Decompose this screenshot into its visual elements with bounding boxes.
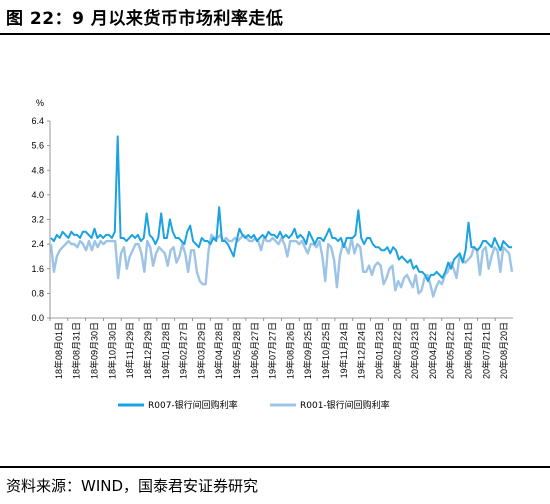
figure-title: 图 22：9 月以来货币市场利率走低 [6, 9, 284, 29]
legend-label-r007: R007-银行间回购利率 [148, 399, 238, 411]
y-tick-label: 5.6 [31, 141, 44, 151]
y-tick-label: 1.6 [31, 264, 44, 274]
series-line-r001 [49, 233, 514, 298]
x-tick-label: 18年08月01日 [53, 322, 64, 379]
y-tick-label: 0.8 [31, 288, 44, 298]
source-note: 资料来源：WIND，国泰君安证券研究 [6, 477, 259, 495]
x-tick-labels: 18年08月01日 18年08月31日 18年09月30日 18年10月30日 18年1… [49, 318, 509, 379]
x-tick-label: 19年03月29日 [195, 322, 206, 379]
line-chart: % 6.45.64.84.03.22.41.60.80.0 18年08月01日 1… [31, 98, 514, 411]
x-tick-label: 19年06月27日 [249, 322, 260, 379]
legend-label-r001: R001-银行间回购利率 [300, 399, 390, 411]
x-tick-label: 19年02月27日 [178, 322, 189, 379]
series-lines [49, 135, 514, 298]
y-tick-label: 4.0 [31, 190, 44, 200]
y-tick-label: 4.8 [31, 165, 44, 175]
x-tick-label: 19年12月24日 [356, 322, 367, 379]
x-tick-label: 18年11月29日 [124, 322, 135, 378]
x-axis: 18年08月01日 18年08月31日 18年09月30日 18年10月30日 18年1… [49, 317, 513, 379]
source-rule [0, 466, 550, 468]
y-tick-label: 0.0 [31, 313, 44, 323]
y-tick-label: 6.4 [31, 116, 44, 126]
y-unit-label: % [36, 98, 44, 108]
series-line-r007 [50, 135, 512, 283]
x-tick-label: 18年12月29日 [142, 322, 153, 379]
x-tick-label: 19年10月25日 [320, 322, 331, 379]
x-tick-label: 20年01月23日 [373, 322, 384, 379]
x-tick-label: 19年08月26日 [284, 322, 295, 379]
x-tick-label: 18年09月30日 [89, 322, 100, 379]
x-tick-label: 19年07月27日 [267, 322, 278, 379]
y-tick-label: 2.4 [31, 239, 44, 249]
x-tick-label: 20年05月22日 [445, 322, 456, 379]
x-tick-label: 20年02月22日 [391, 322, 402, 379]
y-axis: 6.4 5.6 4.8 4.0 3.2 2.4 1.6 0.8 0.0 [31, 116, 51, 323]
x-tick-label: 18年10月30日 [106, 322, 117, 379]
x-tick-label: 20年03月23日 [409, 322, 420, 379]
y-tick-labels: 6.4 5.6 4.8 4.0 3.2 2.4 1.6 0.8 0.0 [31, 116, 50, 323]
x-tick-label: 20年06月21日 [462, 322, 473, 379]
x-tick-label: 19年11月24日 [338, 322, 349, 378]
x-tick-label: 19年05月28日 [231, 322, 242, 379]
title-rule [0, 33, 550, 35]
x-tick-label: 20年04月22日 [427, 322, 438, 379]
x-tick-label: 20年08月20日 [498, 322, 509, 379]
x-tick-label: 19年09月25日 [302, 322, 313, 379]
x-tick-label: 19年04月28日 [213, 322, 224, 379]
y-tick-label: 3.2 [31, 215, 44, 225]
x-tick-label: 18年08月31日 [71, 322, 82, 379]
x-tick-label: 19年01月28日 [160, 322, 171, 379]
legend: R007-银行间回购利率 R001-银行间回购利率 [118, 399, 390, 411]
x-tick-label: 20年07月21日 [480, 322, 491, 379]
